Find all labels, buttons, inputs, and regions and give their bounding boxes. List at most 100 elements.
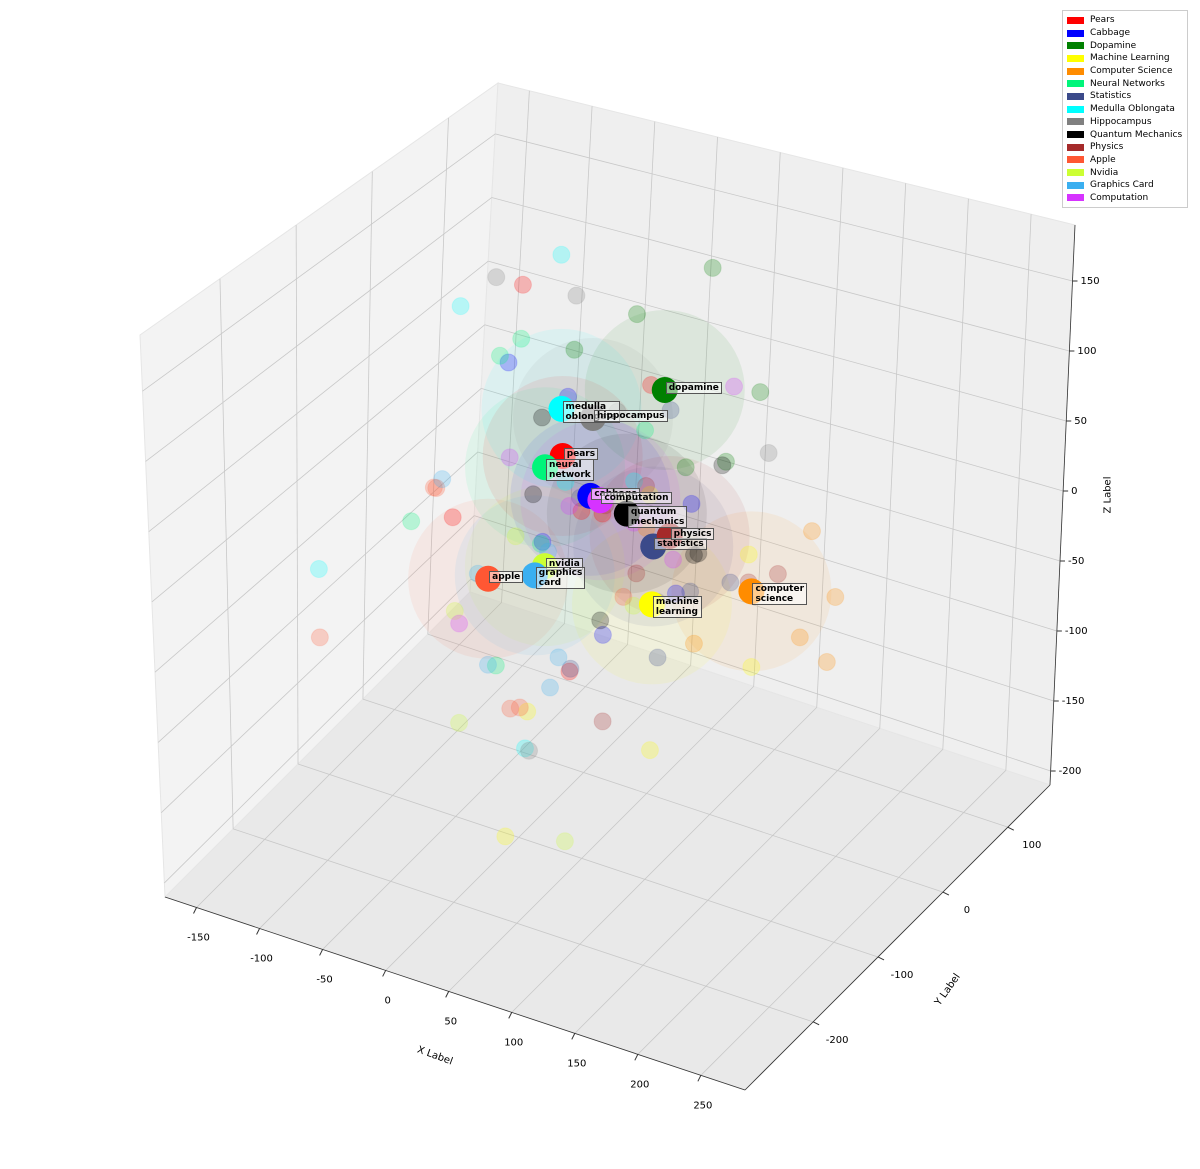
grid-line <box>148 260 489 533</box>
point-label: physics <box>670 528 715 541</box>
grid-line <box>151 324 485 603</box>
point <box>451 297 470 316</box>
z-tick-label: -50 <box>1068 556 1084 567</box>
point <box>524 485 543 504</box>
point <box>802 522 821 541</box>
point <box>790 628 809 647</box>
point <box>636 421 655 440</box>
tick-mark <box>1007 826 1015 831</box>
point <box>565 340 584 359</box>
y-tick-label: -200 <box>826 1035 849 1046</box>
legend-label: Graphics Card <box>1090 180 1154 191</box>
grid-line <box>1005 214 1032 771</box>
grid-line <box>501 90 530 603</box>
point <box>518 702 537 721</box>
point <box>450 713 469 732</box>
point <box>501 699 520 718</box>
legend-entry: Quantum Mechanics <box>1067 128 1183 141</box>
legend-swatch <box>1067 194 1084 202</box>
legend-entry: Statistics <box>1067 90 1183 103</box>
legend-entry: Apple <box>1067 154 1183 167</box>
legend-swatch <box>1067 80 1084 88</box>
legend-label: Neural Networks <box>1090 78 1165 89</box>
point <box>676 458 695 477</box>
grid-line <box>637 749 944 1055</box>
legend-swatch <box>1067 16 1084 24</box>
legend-label: Physics <box>1090 142 1124 153</box>
legend-swatch <box>1067 42 1084 50</box>
point <box>445 602 464 621</box>
z-tick-label: 50 <box>1074 416 1087 427</box>
z-tick-label: 150 <box>1081 276 1100 287</box>
grid-line <box>564 106 593 624</box>
panes <box>139 81 1076 1091</box>
legend-swatch <box>1067 67 1084 75</box>
grid-line <box>219 278 234 829</box>
x-tick-label: 150 <box>567 1058 586 1069</box>
grid-line <box>322 644 628 950</box>
tick-mark <box>877 956 885 961</box>
grid-line <box>879 183 907 729</box>
grid-line <box>145 197 492 462</box>
point <box>500 448 519 467</box>
legend-entry: Medulla Oblongata <box>1067 103 1183 116</box>
point <box>450 614 469 633</box>
point <box>648 648 667 667</box>
grid-line <box>142 133 496 392</box>
y-tick-label: 100 <box>1022 840 1041 851</box>
legend-swatch <box>1067 105 1084 113</box>
tick-mark <box>382 970 387 977</box>
legend-label: Dopamine <box>1090 40 1137 51</box>
legend-entry: Physics <box>1067 141 1183 154</box>
point <box>703 258 722 277</box>
grid-line <box>233 828 814 1023</box>
y-axis-line <box>744 784 1051 1091</box>
grid <box>142 90 1073 1076</box>
legend-swatch <box>1067 156 1084 164</box>
x-tick-label: 250 <box>693 1100 712 1111</box>
point <box>713 456 732 475</box>
legend-swatch <box>1067 131 1084 139</box>
point <box>614 587 633 606</box>
grid-line <box>700 770 1007 1076</box>
point <box>402 512 421 531</box>
grid-line <box>942 198 969 750</box>
legend-label: Apple <box>1090 154 1116 165</box>
point-label: computation <box>601 492 672 505</box>
grid-line <box>488 260 1067 422</box>
point <box>759 444 778 463</box>
x-tick-label: 0 <box>384 995 390 1006</box>
point <box>478 655 497 674</box>
point <box>515 739 534 758</box>
tick-mark <box>319 949 324 956</box>
point <box>593 712 612 731</box>
legend-entry: Neural Networks <box>1067 77 1183 90</box>
point <box>560 662 579 681</box>
point <box>627 305 646 324</box>
point-label: neural network <box>546 459 594 482</box>
point <box>826 587 845 606</box>
x-axis-line <box>164 896 746 1091</box>
x-tick-label: 200 <box>630 1079 649 1090</box>
legend-label: Computer Science <box>1090 66 1173 77</box>
tick-mark <box>697 1075 702 1082</box>
tick-mark <box>634 1054 639 1061</box>
point <box>309 559 328 578</box>
grid-line <box>495 133 1073 282</box>
legend-entry: Pears <box>1067 14 1183 27</box>
legend-entry: Machine Learning <box>1067 52 1183 65</box>
point <box>560 496 579 515</box>
point <box>427 478 446 497</box>
grid-line <box>477 451 1057 632</box>
point <box>593 625 612 644</box>
legend-label: Quantum Mechanics <box>1090 129 1183 140</box>
point-label: nvidia <box>545 558 583 571</box>
grid-line <box>154 388 482 673</box>
z-tick-label: -100 <box>1065 626 1088 637</box>
grid-line <box>816 167 844 708</box>
point <box>499 353 518 372</box>
legend-swatch <box>1067 143 1084 151</box>
tick-mark <box>445 991 450 998</box>
x-tick-label: 100 <box>504 1037 523 1048</box>
